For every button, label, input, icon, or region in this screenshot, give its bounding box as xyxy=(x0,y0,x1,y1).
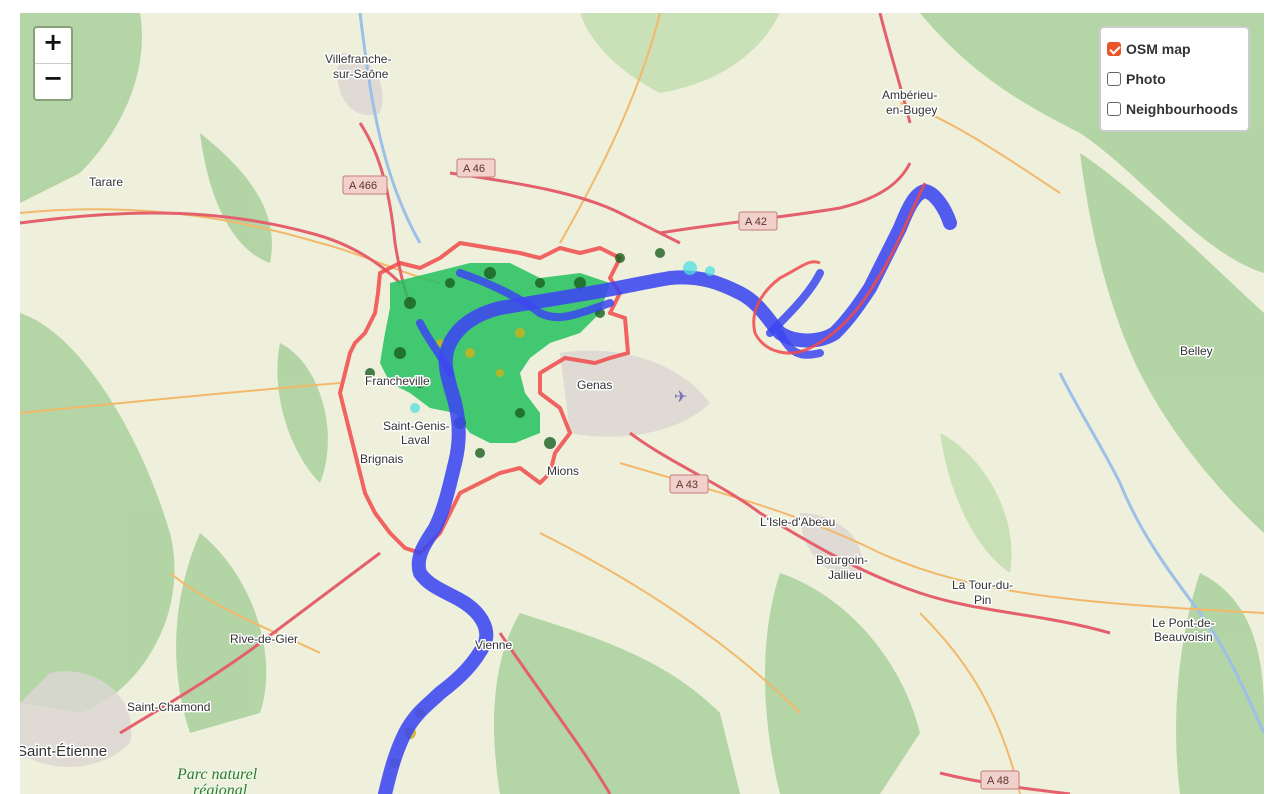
forest-areas xyxy=(20,13,1264,794)
road-shield-a48: A 48 xyxy=(980,770,1020,790)
metropolis-boundary xyxy=(338,241,630,555)
label-park-1: Parc naturel xyxy=(176,766,258,783)
svg-text:A 48: A 48 xyxy=(987,775,1009,787)
zoom-in-button[interactable]: + xyxy=(42,28,64,56)
urban-areas xyxy=(20,53,862,767)
checkbox-osm-map[interactable] xyxy=(1107,42,1121,56)
layer-label-neighbourhoods: Neighbourhoods xyxy=(1126,101,1238,117)
dataset-blue-route xyxy=(378,184,957,794)
road-shield-a46: A 46 xyxy=(456,158,496,178)
label-rive-de-gier: Rive-de-Gier xyxy=(230,632,298,646)
label-bourgoin-2: Jallieu xyxy=(828,568,862,582)
label-bourgoin-1: Bourgoin- xyxy=(816,553,868,567)
zoom-control: + − xyxy=(33,26,73,101)
map-canvas[interactable]: ✈ Villefranche- sur-Saône Tarare Ambérie… xyxy=(20,13,1264,794)
svg-text:A 43: A 43 xyxy=(676,479,698,491)
dataset-green-area xyxy=(380,263,610,443)
label-amberieu-2: en-Bugey xyxy=(886,103,937,117)
label-francheville: Francheville xyxy=(365,374,430,388)
checkbox-photo[interactable] xyxy=(1107,72,1121,86)
layer-label-photo: Photo xyxy=(1126,71,1166,87)
label-vienne: Vienne xyxy=(475,638,512,652)
map-view[interactable]: ✈ Villefranche- sur-Saône Tarare Ambérie… xyxy=(20,13,1264,794)
label-lepont-2: Beauvoisin xyxy=(1154,630,1213,644)
label-villefranche-2: sur-Saône xyxy=(333,67,389,81)
label-park-2: régional xyxy=(193,782,248,794)
dataset-red-route-edge xyxy=(752,182,927,355)
label-latour-2: Pin xyxy=(974,593,991,607)
layer-option-neighbourhoods[interactable]: Neighbourhoods xyxy=(1107,94,1238,124)
label-villefranche-1: Villefranche- xyxy=(325,52,391,66)
layer-option-osm-map[interactable]: OSM map xyxy=(1107,34,1238,64)
label-belley: Belley xyxy=(1180,344,1213,358)
zoom-out-button[interactable]: − xyxy=(35,63,71,99)
layer-option-photo[interactable]: Photo xyxy=(1107,64,1238,94)
road-shield-a43: A 43 xyxy=(669,474,709,494)
layer-control: OSM map Photo Neighbourhoods xyxy=(1099,26,1250,132)
dataset-blue-branch xyxy=(416,269,824,377)
label-latour-1: La Tour-du- xyxy=(952,578,1013,592)
label-saint-etienne: Saint-Étienne xyxy=(20,743,107,760)
label-genas: Genas xyxy=(577,378,612,392)
label-amberieu-1: Ambérieu- xyxy=(882,88,937,102)
label-lisle-dabeau: L'Isle-d'Abeau xyxy=(760,515,835,529)
label-tarare: Tarare xyxy=(89,175,123,189)
label-lepont-1: Le Pont-de- xyxy=(1152,616,1215,630)
svg-text:A 42: A 42 xyxy=(745,216,767,228)
label-mions: Mions xyxy=(547,464,579,478)
airport-icon: ✈ xyxy=(674,387,687,406)
road-shield-a42: A 42 xyxy=(738,211,778,231)
label-brignais: Brignais xyxy=(360,452,403,466)
svg-text:A 46: A 46 xyxy=(463,163,485,175)
checkbox-neighbourhoods[interactable] xyxy=(1107,102,1121,116)
label-saint-genis-2: Laval xyxy=(401,433,430,447)
dataset-cyan-dots xyxy=(410,261,715,413)
label-saint-chamond: Saint-Chamond xyxy=(127,700,210,714)
road-shield-a466: A 466 xyxy=(342,175,388,195)
layer-label-osm-map: OSM map xyxy=(1126,41,1191,57)
rivers xyxy=(358,13,1264,734)
label-saint-genis-1: Saint-Genis- xyxy=(383,419,450,433)
svg-text:A 466: A 466 xyxy=(349,180,377,192)
